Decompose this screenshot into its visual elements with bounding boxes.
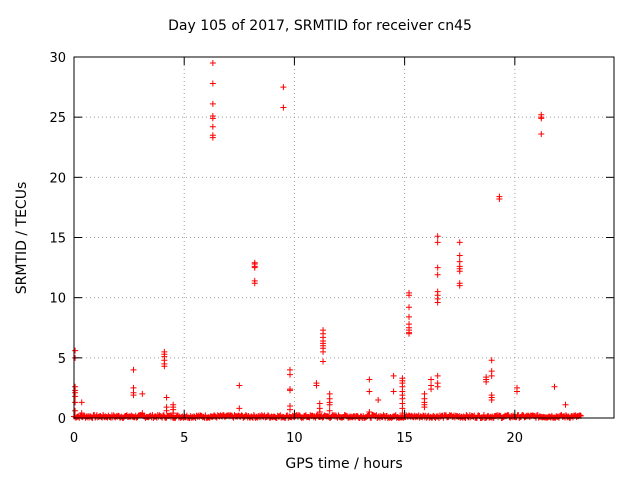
data-point bbox=[326, 407, 333, 414]
data-point bbox=[434, 372, 441, 379]
data-point bbox=[577, 412, 584, 419]
data-point bbox=[78, 399, 85, 406]
data-point bbox=[72, 407, 79, 414]
data-point bbox=[428, 376, 435, 383]
data-point bbox=[170, 410, 177, 417]
data-point bbox=[434, 299, 441, 306]
x-axis-label: GPS time / hours bbox=[285, 456, 403, 472]
data-point bbox=[488, 372, 495, 379]
data-points bbox=[71, 60, 584, 421]
data-point bbox=[366, 408, 373, 415]
data-point bbox=[161, 363, 168, 370]
axis-ticks: 0 5 10 15 20 25 30 0 5 10 15 20 bbox=[49, 51, 614, 446]
chart-title: Day 105 of 2017, SRMTID for receiver cn4… bbox=[168, 18, 472, 34]
data-point bbox=[456, 282, 463, 289]
x-tick-label: 5 bbox=[180, 431, 188, 446]
data-point bbox=[316, 408, 323, 415]
data-point bbox=[163, 407, 170, 414]
data-point bbox=[434, 383, 441, 390]
y-tick-label: 20 bbox=[49, 171, 66, 186]
data-point bbox=[326, 401, 333, 408]
data-point bbox=[72, 347, 79, 354]
data-point bbox=[280, 84, 287, 91]
y-tick-label: 25 bbox=[49, 111, 66, 126]
data-point bbox=[488, 396, 495, 403]
data-point bbox=[375, 396, 382, 403]
data-point bbox=[209, 60, 216, 67]
y-tick-label: 5 bbox=[58, 352, 66, 367]
data-point bbox=[313, 382, 320, 389]
data-point bbox=[551, 383, 558, 390]
x-tick-label: 10 bbox=[286, 431, 303, 446]
data-point bbox=[366, 388, 373, 395]
x-tick-label: 20 bbox=[507, 431, 524, 446]
data-point bbox=[163, 394, 170, 401]
data-point bbox=[72, 399, 79, 406]
data-point bbox=[434, 239, 441, 246]
data-point bbox=[130, 366, 137, 373]
data-point bbox=[280, 104, 287, 111]
data-point bbox=[251, 264, 258, 271]
data-point bbox=[456, 252, 463, 259]
data-point bbox=[236, 382, 243, 389]
grid-lines bbox=[74, 57, 614, 418]
data-point bbox=[209, 115, 216, 122]
data-point bbox=[236, 405, 243, 412]
data-point bbox=[421, 404, 428, 411]
data-point bbox=[390, 372, 397, 379]
data-point bbox=[434, 271, 441, 278]
data-point bbox=[434, 233, 441, 240]
data-point bbox=[287, 387, 293, 394]
data-point bbox=[434, 264, 441, 271]
data-point bbox=[428, 386, 435, 393]
data-point bbox=[287, 406, 293, 413]
data-point bbox=[209, 134, 216, 141]
data-point bbox=[406, 313, 413, 320]
y-tick-label: 30 bbox=[49, 51, 66, 66]
data-point bbox=[251, 280, 258, 287]
data-point bbox=[209, 100, 216, 107]
data-point bbox=[139, 410, 146, 417]
data-point bbox=[287, 371, 293, 378]
data-point bbox=[538, 115, 545, 122]
data-point bbox=[483, 378, 490, 385]
x-tick-label: 0 bbox=[70, 431, 78, 446]
data-point bbox=[320, 358, 327, 365]
data-point bbox=[496, 195, 503, 202]
data-point bbox=[406, 304, 413, 311]
data-point bbox=[456, 239, 463, 246]
data-point bbox=[78, 410, 85, 417]
data-point bbox=[390, 388, 397, 395]
data-point bbox=[366, 376, 373, 383]
data-point bbox=[130, 392, 137, 399]
data-point bbox=[72, 393, 79, 400]
data-point bbox=[209, 123, 216, 130]
data-point bbox=[514, 388, 521, 395]
data-point bbox=[488, 357, 495, 364]
data-point bbox=[562, 401, 569, 408]
data-point bbox=[320, 348, 327, 355]
x-tick-label: 15 bbox=[396, 431, 413, 446]
y-axis-label: SRMTID / TECUs bbox=[14, 181, 30, 295]
data-point bbox=[406, 330, 413, 337]
data-point bbox=[538, 131, 545, 138]
data-point bbox=[456, 268, 463, 275]
y-tick-label: 10 bbox=[49, 292, 66, 307]
data-point bbox=[406, 292, 413, 299]
y-tick-label: 0 bbox=[58, 412, 66, 427]
data-point bbox=[139, 390, 146, 397]
y-tick-label: 15 bbox=[49, 232, 66, 247]
data-point bbox=[209, 80, 216, 87]
